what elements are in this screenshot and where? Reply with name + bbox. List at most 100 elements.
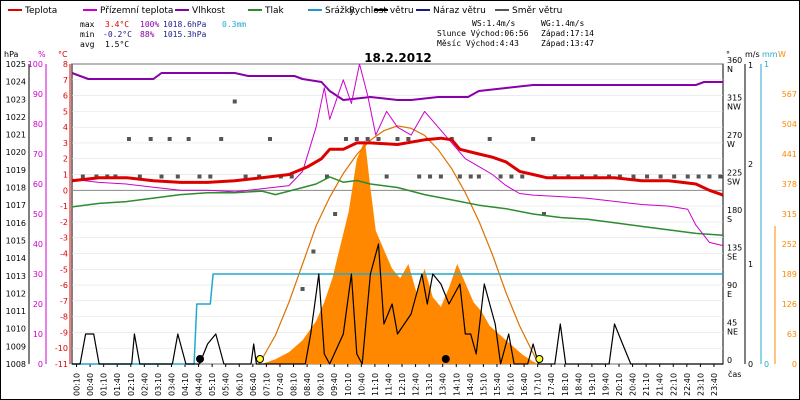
unit-deg: ° — [726, 50, 730, 59]
unit-ms: m/s — [745, 50, 760, 59]
temperature-tick-label: -5 — [60, 265, 68, 274]
x-tick-label: 05:40 — [222, 373, 231, 396]
temperature-tick-label: -2 — [60, 218, 68, 227]
direction-compass-label: SE — [727, 253, 737, 262]
solar-tick-label: 315 — [782, 210, 797, 219]
wind-direction-point — [658, 174, 663, 179]
solar-tick-label: 567 — [782, 90, 797, 99]
humidity-tick-label: 0 — [38, 360, 43, 369]
x-tick-label: 21:40 — [656, 373, 665, 396]
solar-tick-label: 0 — [792, 360, 797, 369]
wind-direction-point — [520, 174, 525, 179]
direction-tick-label: 135 — [727, 244, 742, 253]
x-tick-label: 23:40 — [710, 373, 719, 396]
wind-direction-point — [384, 174, 389, 179]
x-tick-label: 08:10 — [290, 373, 299, 396]
pressure-tick-label: 1009 — [6, 342, 26, 351]
info-moon-rise: Měsíc Východ:4:43 — [437, 39, 519, 48]
wind-direction-point — [707, 174, 712, 179]
pressure-tick-label: 1013 — [6, 272, 26, 281]
wind-direction-point — [457, 174, 462, 179]
x-tick-label: 16:10 — [507, 373, 516, 396]
direction-compass-label: W — [727, 140, 735, 149]
info-wg: WG:1.4m/s — [541, 19, 585, 28]
solar-tick-label: 504 — [782, 120, 797, 129]
series-humidity-line — [71, 72, 723, 101]
x-tick-label: 19:40 — [601, 373, 610, 396]
legend-label-wind-dir: Směr větru — [512, 6, 562, 16]
solar-tick-label: 126 — [782, 300, 797, 309]
wind-direction-point — [257, 174, 262, 179]
x-tick-label: 07:40 — [276, 373, 285, 396]
direction-compass-label: NE — [727, 328, 738, 337]
plot-area: 1025102410231022102110201019101810171016… — [6, 56, 797, 396]
direction-tick-label: 360 — [727, 56, 742, 65]
solar-tick-label: 252 — [782, 240, 797, 249]
stats-block: max 3.4°C 100% 1018.6hPa 0.3mm min -0.2°… — [80, 20, 246, 49]
wind-direction-point — [126, 137, 131, 141]
legend-label-teplota: Teplota — [24, 6, 57, 16]
temperature-tick-label: -9 — [60, 328, 68, 337]
wind-direction-point — [243, 174, 248, 179]
wind-direction-point — [617, 174, 622, 179]
x-tick-label: 18:10 — [561, 373, 570, 396]
x-tick-label: 11:40 — [384, 373, 393, 396]
stat-min-temp: -0.2°C — [103, 30, 132, 39]
x-tick-label: 20:40 — [629, 373, 638, 396]
temperature-tick-label: 1 — [63, 171, 68, 180]
stat-min-hum: 88% — [140, 30, 155, 39]
wind-direction-point — [531, 137, 536, 141]
x-tick-label: 08:40 — [303, 373, 312, 396]
pressure-tick-label: 1015 — [6, 236, 26, 245]
x-tick-label: 17:10 — [534, 373, 543, 396]
humidity-tick-label: 80 — [33, 120, 43, 129]
legend-label-humidity: Vlhkost — [192, 6, 225, 16]
sun-event-marker — [535, 355, 544, 363]
temperature-tick-label: -4 — [60, 249, 68, 258]
x-tick-label: 09:10 — [317, 373, 326, 396]
pressure-tick-label: 1020 — [6, 148, 26, 157]
pressure-tick-label: 1010 — [6, 325, 26, 334]
humidity-tick-label: 20 — [33, 300, 43, 309]
stat-max-rain: 0.3mm — [222, 20, 246, 29]
x-tick-label: 21:10 — [642, 373, 651, 396]
x-tick-label: 11:10 — [371, 373, 380, 396]
wind-direction-point — [376, 137, 381, 141]
x-tick-label: 06:40 — [249, 373, 258, 396]
x-tick-label: 04:10 — [181, 373, 190, 396]
wind-tick-label: 1 — [748, 260, 753, 269]
unit-w: W — [778, 50, 786, 59]
series-rain-line — [72, 273, 723, 365]
humidity-tick-label: 60 — [33, 180, 43, 189]
pressure-tick-label: 1024 — [6, 78, 26, 87]
direction-tick-label: 90 — [727, 281, 737, 290]
x-tick-label: 14:40 — [466, 373, 475, 396]
pressure-tick-label: 1022 — [6, 113, 26, 122]
x-tick-label: 00:40 — [86, 373, 95, 396]
direction-compass-label: N — [727, 65, 733, 74]
temperature-tick-label: -6 — [60, 281, 68, 290]
pressure-tick-label: 1025 — [6, 60, 26, 69]
wind-direction-point — [159, 174, 164, 179]
wind-direction-point — [631, 174, 636, 179]
wind-direction-point — [685, 174, 690, 179]
humidity-tick-label: 10 — [33, 330, 43, 339]
wind-direction-point — [175, 174, 180, 179]
temperature-tick-label: -8 — [60, 313, 68, 322]
series-solar-area — [261, 140, 539, 364]
wind-tick-label: 0 — [748, 360, 753, 369]
wind-direction-point — [365, 137, 370, 141]
wind-direction-point — [498, 174, 503, 179]
wind-direction-point — [268, 137, 273, 141]
stat-max-temp: 3.4°C — [105, 20, 129, 29]
wind-direction-point — [438, 174, 443, 179]
temperature-tick-label: 5 — [63, 107, 68, 116]
direction-tick-label: 0 — [727, 356, 732, 365]
wind-direction-point — [289, 174, 294, 179]
unit-hpa: hPa — [4, 50, 19, 59]
axis-unit-labels: hPa % °C ° m/s mm W čas — [4, 50, 786, 379]
info-moon-set: Západ:13:47 — [541, 39, 594, 48]
info-sun-rise: Slunce Východ:06:56 — [437, 29, 529, 38]
solar-tick-label: 63 — [787, 330, 797, 339]
info-ws: WS:1.4m/s — [472, 19, 516, 28]
